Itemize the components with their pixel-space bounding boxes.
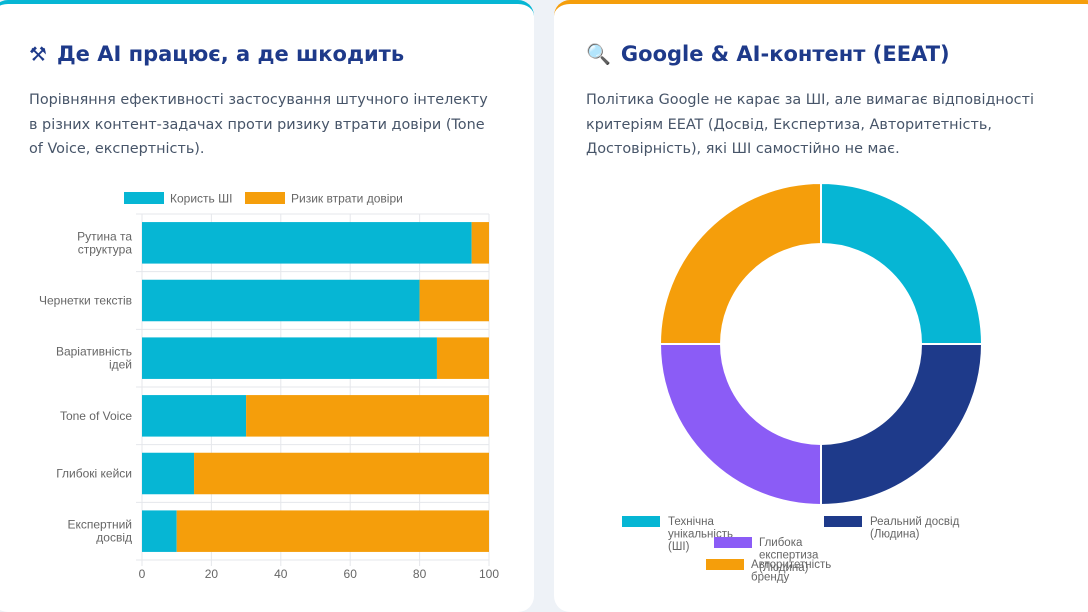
donut-slice [658, 343, 822, 507]
bar-segment [142, 510, 177, 552]
bar-segment [471, 222, 489, 264]
legend-label: Авторитетність [751, 559, 831, 571]
category-label: Чернетки текстів [39, 294, 132, 308]
legend-label: Користь ШІ [170, 192, 232, 206]
bar-segment [194, 452, 490, 495]
ai-usage-card: ⚒ Де AI працює, а де шкодить Порівняння … [0, 0, 534, 612]
category-label: Глибокі кейси [56, 467, 132, 481]
x-tick-label: 80 [413, 567, 427, 581]
x-tick-label: 20 [205, 567, 219, 581]
donut-slice [820, 181, 984, 345]
bar-segment [436, 337, 489, 379]
bar-segment [176, 510, 489, 552]
category-label: досвід [96, 531, 132, 545]
magnifier-icon: 🔍 [586, 42, 611, 66]
ai-usage-description: Порівняння ефективності застосування шту… [29, 92, 488, 157]
legend-label: Реальний досвід [870, 516, 960, 528]
hammer-wrench-icon: ⚒ [29, 42, 47, 66]
category-label: Tone of Voice [60, 409, 132, 423]
legend-label: експертиза [759, 550, 819, 562]
legend-label: (Людина) [870, 529, 920, 541]
bar-segment [142, 279, 420, 322]
donut-slice [820, 343, 984, 507]
legend-label: Ризик втрати довіри [291, 192, 403, 206]
category-label: Рутина та [77, 229, 132, 243]
legend-swatch [824, 516, 862, 527]
category-label: Експертний [68, 518, 133, 532]
eeat-title: 🔍 Google & AI-контент (EEAT) [586, 42, 950, 66]
x-tick-label: 100 [479, 567, 499, 581]
bar-segment [142, 452, 195, 495]
eeat-card: 🔍 Google & AI-контент (EEAT) Політика Go… [554, 0, 1088, 612]
legend-swatch [714, 537, 752, 548]
legend-label: (Людина) [759, 562, 809, 574]
legend-swatch [245, 192, 285, 204]
legend-swatch [622, 516, 660, 527]
category-label: Варіативність [56, 345, 132, 359]
bar-segment [142, 222, 472, 264]
x-tick-label: 0 [139, 567, 146, 581]
ai-usage-title: ⚒ Де AI працює, а де шкодить [29, 42, 404, 66]
category-label: структура [78, 242, 133, 256]
legend-label: Глибока [759, 537, 803, 549]
x-tick-label: 60 [344, 567, 358, 581]
x-tick-label: 40 [274, 567, 288, 581]
category-label: ідей [109, 358, 132, 372]
eeat-description: Політика Google не карає за ШІ, але вима… [586, 92, 1034, 157]
eeat-title-text: Google & AI-контент (EEAT) [620, 42, 950, 66]
legend-label: Технічна [668, 516, 715, 528]
bar-segment [142, 337, 437, 379]
ai-usage-bar-chart: Користь ШІ Ризик втрати довіри 0 20 40 60 80 10… [39, 192, 499, 582]
bar-segment [246, 395, 489, 437]
legend-label: (ШІ) [668, 541, 690, 553]
ai-usage-title-text: Де AI працює, а де шкодить [56, 42, 405, 66]
bar-segment [142, 395, 247, 437]
legend-label: бренду [751, 572, 789, 584]
legend-swatch [124, 192, 164, 204]
legend-swatch [706, 559, 744, 570]
bar-segment [419, 279, 489, 322]
donut-slice [658, 181, 822, 345]
